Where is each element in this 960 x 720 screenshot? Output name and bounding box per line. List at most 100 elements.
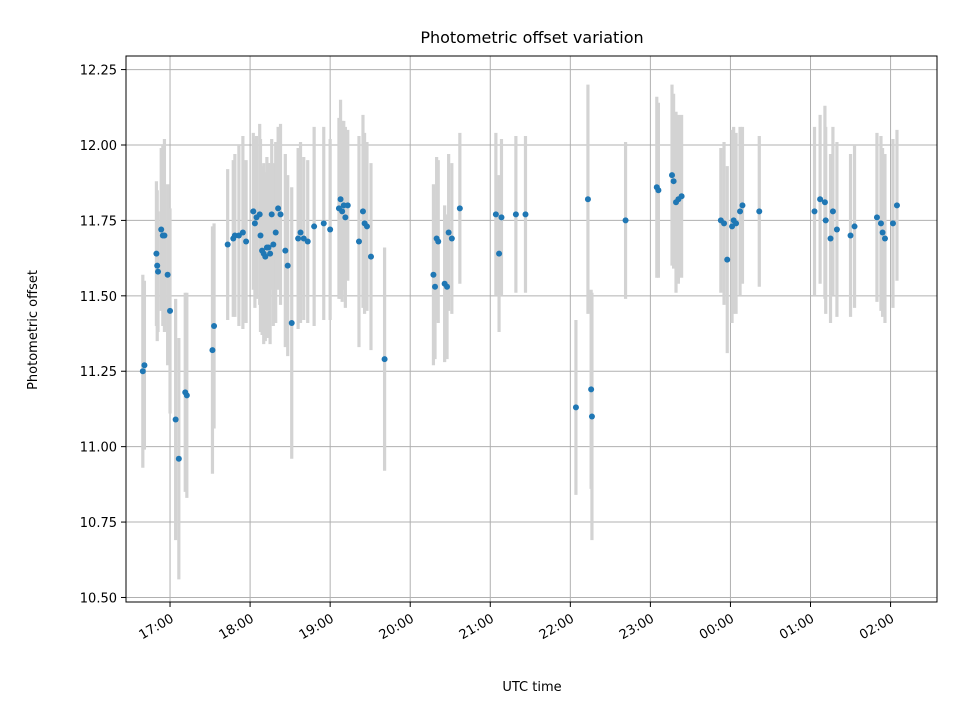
data-point [158, 226, 165, 233]
data-point [270, 241, 277, 248]
data-point [167, 307, 174, 314]
x-axis-ticks: 17:00 18:00 19:00 20:00 21:00 22:00 23:00 00:00… [137, 602, 897, 643]
y-tick-label: 10.75 [80, 516, 117, 531]
data-point [344, 202, 351, 209]
x-tick-label: 18:00 [217, 611, 257, 643]
data-point [881, 235, 888, 242]
data-point [588, 413, 595, 420]
data-point [873, 214, 880, 221]
data-point [879, 229, 886, 236]
y-tick-label: 10.50 [80, 591, 117, 606]
data-point [282, 247, 289, 254]
data-point [209, 347, 216, 354]
data-point [678, 193, 685, 200]
data-point [829, 208, 836, 215]
data-point [496, 250, 503, 257]
y-tick-label: 11.00 [80, 441, 117, 456]
data-point [669, 172, 676, 179]
data-point [297, 229, 304, 236]
y-tick-label: 11.75 [80, 214, 117, 229]
data-point [444, 283, 451, 290]
data-point [295, 235, 302, 242]
data-point [522, 211, 529, 218]
data-point [584, 196, 591, 203]
data-point [304, 238, 311, 245]
data-point [833, 226, 840, 233]
data-point [435, 238, 442, 245]
data-point [256, 211, 263, 218]
chart-title: Photometric offset variation [420, 28, 643, 47]
data-point [588, 386, 595, 393]
data-point [817, 196, 824, 203]
data-point [172, 416, 179, 423]
x-tick-label: 01:00 [777, 611, 817, 643]
data-point [155, 268, 162, 275]
data-point [445, 229, 452, 236]
data-points [139, 172, 900, 462]
data-point [265, 244, 272, 251]
data-point [430, 271, 437, 278]
data-point [257, 232, 264, 239]
data-point [655, 187, 662, 194]
data-point [737, 208, 744, 215]
data-point [267, 250, 274, 257]
data-point [492, 211, 499, 218]
data-point [327, 226, 334, 233]
data-point [889, 220, 896, 227]
data-point [851, 223, 858, 230]
plot-frame [125, 55, 938, 603]
data-point [363, 223, 370, 230]
data-point [448, 235, 455, 242]
data-point [811, 208, 818, 215]
y-tick-label: 11.50 [80, 290, 117, 305]
data-point [154, 262, 161, 269]
data-point [211, 322, 218, 329]
data-point [277, 211, 284, 218]
data-point [284, 262, 291, 269]
data-point [733, 220, 740, 227]
data-point [311, 223, 318, 230]
data-point [724, 256, 731, 263]
data-point [320, 220, 327, 227]
data-point [739, 202, 746, 209]
data-point [877, 220, 884, 227]
data-point [822, 217, 829, 224]
x-axis-label: UTC time [502, 680, 561, 695]
data-point [342, 214, 349, 221]
x-tick-label: 19:00 [297, 611, 337, 643]
y-tick-label: 11.25 [80, 365, 117, 380]
data-point [381, 356, 388, 363]
data-point [161, 232, 168, 239]
data-point [250, 208, 257, 215]
data-point [847, 232, 854, 239]
data-point [622, 217, 629, 224]
data-point [572, 404, 579, 411]
data-point [821, 199, 828, 206]
data-point [251, 220, 258, 227]
data-point [432, 283, 439, 290]
data-point [827, 235, 834, 242]
y-axis-ticks: 10.50 10.75 11.00 11.25 11.50 11.75 12.00 12.25 [80, 64, 126, 606]
data-point [272, 229, 279, 236]
data-point [183, 392, 190, 399]
data-point [893, 202, 900, 209]
data-point [498, 214, 505, 221]
data-point [337, 196, 344, 203]
data-point [339, 208, 346, 215]
data-point [141, 362, 148, 369]
y-axis-label: Photometric offset [26, 270, 41, 390]
data-point [239, 229, 246, 236]
data-point [243, 238, 250, 245]
data-point [721, 220, 728, 227]
x-tick-label: 20:00 [377, 611, 417, 643]
data-point [756, 208, 763, 215]
x-tick-label: 23:00 [617, 611, 657, 643]
x-tick-label: 02:00 [857, 611, 897, 643]
data-point [224, 241, 231, 248]
x-tick-label: 21:00 [457, 611, 497, 643]
grid-lines [126, 56, 937, 602]
x-tick-label: 00:00 [697, 611, 737, 643]
data-point [268, 211, 275, 218]
data-point [139, 368, 146, 375]
data-point [175, 455, 182, 462]
